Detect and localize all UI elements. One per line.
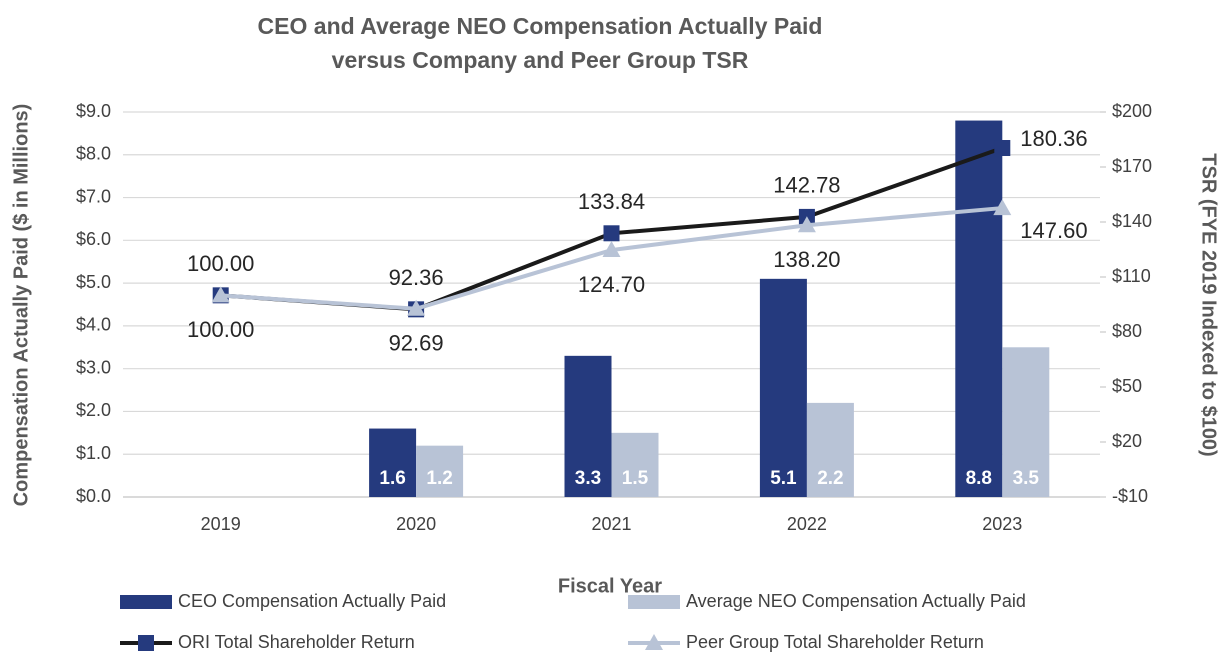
x-tick-label: 2020 <box>396 514 436 534</box>
chart-title: versus Company and Peer Group TSR <box>332 47 749 73</box>
y-tick-label: $8.0 <box>76 144 111 164</box>
line-marker <box>602 241 621 258</box>
line-marker <box>603 225 620 242</box>
line-marker <box>211 286 230 303</box>
y-tick-label: $6.0 <box>76 229 111 249</box>
y-tick-label: $9.0 <box>76 101 111 121</box>
legend-marker <box>138 635 154 651</box>
x-tick-label: 2021 <box>591 514 631 534</box>
bar-value-label: 5.1 <box>770 468 797 489</box>
data-label: 100.00 <box>187 317 254 342</box>
x-tick-label: 2023 <box>982 514 1022 534</box>
bar-value-label: 1.5 <box>622 468 649 489</box>
y2-tick-label: $200 <box>1112 101 1152 121</box>
bar <box>1002 347 1050 497</box>
x-axis-label: Fiscal Year <box>558 575 662 597</box>
y2-axis-label: TSR (FYE 2019 Indexed to $100) <box>1198 153 1220 456</box>
legend-label: Peer Group Total Shareholder Return <box>686 632 984 652</box>
bar-value-label: 3.3 <box>575 468 601 489</box>
line-marker <box>993 199 1012 216</box>
y2-tick-label: $20 <box>1112 431 1142 451</box>
y-tick-label: $3.0 <box>76 357 111 377</box>
line-marker <box>994 140 1011 157</box>
data-label: 92.36 <box>389 265 444 290</box>
bar <box>806 402 854 497</box>
y-tick-label: $5.0 <box>76 272 111 292</box>
y-tick-label: $0.0 <box>76 486 111 506</box>
bar <box>611 432 659 497</box>
data-label: 133.84 <box>578 189 645 214</box>
bar <box>564 355 612 497</box>
data-label: 100.00 <box>187 251 254 276</box>
data-label: 142.78 <box>773 173 840 198</box>
y-tick-label: $2.0 <box>76 400 111 420</box>
bar <box>759 278 807 497</box>
x-tick-label: 2022 <box>787 514 827 534</box>
chart-title: CEO and Average NEO Compensation Actuall… <box>258 13 823 39</box>
y2-tick-label: $110 <box>1112 266 1151 286</box>
legend-label: ORI Total Shareholder Return <box>178 632 415 652</box>
data-label: 180.36 <box>1020 126 1087 151</box>
bar <box>955 120 1003 498</box>
data-label: 124.70 <box>578 272 645 297</box>
data-label: 138.20 <box>773 247 840 272</box>
y2-tick-label: -$10 <box>1112 486 1148 506</box>
bar <box>369 428 417 497</box>
legend-swatch <box>120 595 172 609</box>
legend-label: CEO Compensation Actually Paid <box>178 591 446 611</box>
line-marker <box>797 216 816 233</box>
y2-tick-label: $50 <box>1112 376 1142 396</box>
y2-tick-label: $80 <box>1112 321 1142 341</box>
y-tick-label: $1.0 <box>76 443 111 463</box>
bar-value-label: 8.8 <box>966 468 992 489</box>
bar <box>416 445 464 497</box>
data-label: 147.60 <box>1020 218 1087 243</box>
y-axis-label: Compensation Actually Paid ($ in Million… <box>10 104 32 507</box>
y-tick-label: $4.0 <box>76 315 111 335</box>
line-marker <box>407 299 426 316</box>
bar-value-label: 2.2 <box>817 468 843 489</box>
bar-value-label: 1.6 <box>379 468 405 489</box>
bar-value-label: 3.5 <box>1013 468 1040 489</box>
y2-tick-label: $170 <box>1112 156 1152 176</box>
legend-label: Average NEO Compensation Actually Paid <box>686 591 1026 611</box>
y-tick-label: $7.0 <box>76 186 111 206</box>
data-label: 92.69 <box>389 331 444 356</box>
legend-swatch <box>628 595 680 609</box>
bar-value-label: 1.2 <box>426 468 452 489</box>
y2-tick-label: $140 <box>1112 211 1152 231</box>
x-tick-label: 2019 <box>201 514 241 534</box>
legend-marker <box>645 634 663 650</box>
